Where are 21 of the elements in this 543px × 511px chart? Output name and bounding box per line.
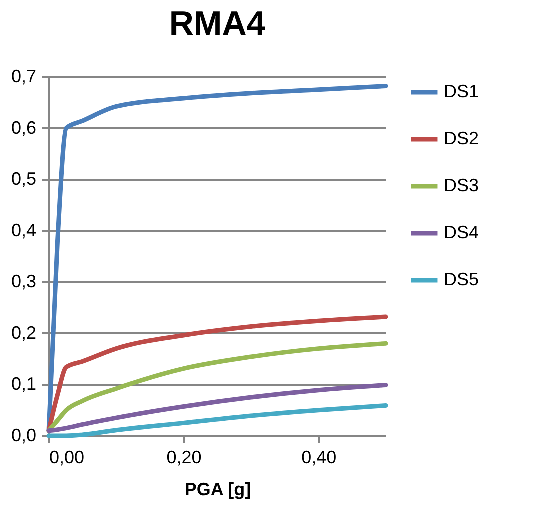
- x-tick-label: 0,40: [302, 448, 337, 468]
- legend-label: DS4: [444, 222, 480, 242]
- legend-label: DS1: [444, 82, 480, 102]
- y-tick-label: 0,5: [11, 169, 36, 190]
- line-series: [46, 382, 388, 434]
- x-tick-label: 0,00: [50, 448, 85, 468]
- legend-label: DS2: [444, 128, 480, 148]
- y-tick-label: 0,7: [11, 66, 36, 86]
- y-tick-label: 0,3: [11, 272, 36, 292]
- legend-label: DS5: [444, 270, 480, 290]
- legend-label: DS3: [444, 176, 480, 196]
- chart-title: RMA4: [169, 5, 266, 43]
- line-series: [46, 84, 388, 434]
- line-series: [46, 403, 388, 438]
- y-tick-label: 0,4: [11, 220, 36, 240]
- x-axis-title: PGA [g]: [184, 480, 252, 500]
- y-tick-label: 0,0: [11, 426, 36, 446]
- y-tick-label: 0,1: [11, 374, 36, 394]
- x-tick-label: 0,20: [166, 448, 202, 468]
- y-tick-label: 0,2: [11, 322, 36, 343]
- y-tick-label: 0,6: [11, 118, 36, 138]
